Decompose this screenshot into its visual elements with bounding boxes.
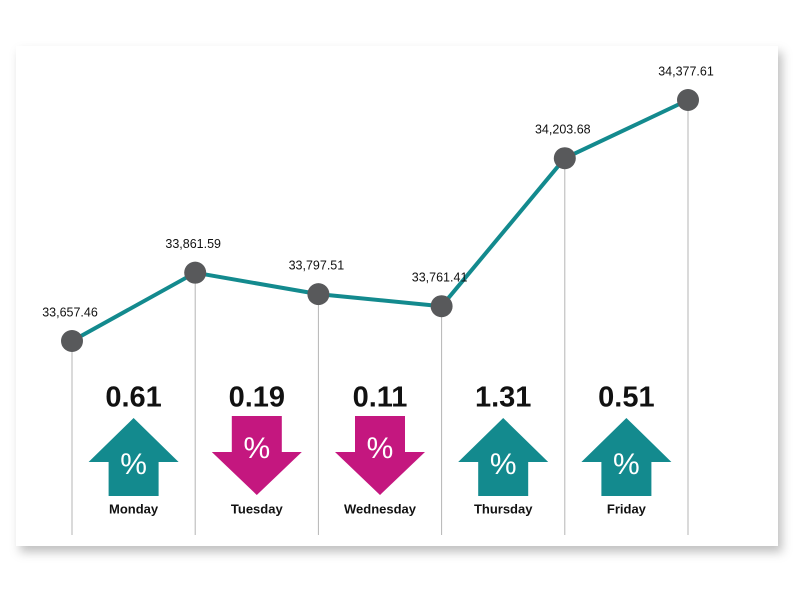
change-value: 1.31 <box>475 382 531 414</box>
day-label: Monday <box>109 501 159 516</box>
arrow-label: % <box>367 432 394 465</box>
value-label: 33,797.51 <box>289 258 345 272</box>
value-label: 34,377.61 <box>658 64 714 78</box>
value-label: 34,203.68 <box>535 123 591 137</box>
arrow-up <box>581 418 672 496</box>
change-value: 0.61 <box>105 382 161 414</box>
point <box>184 261 207 284</box>
point <box>61 330 83 352</box>
point <box>553 147 576 170</box>
day-label: Tuesday <box>231 501 284 516</box>
arrow-down <box>335 416 425 495</box>
value-label: 33,761.41 <box>412 271 468 285</box>
arrow-down <box>211 416 302 495</box>
change-value: 0.19 <box>229 382 285 414</box>
arrow-up <box>88 418 179 496</box>
day-label: Wednesday <box>344 501 417 516</box>
value-label: 33,657.46 <box>42 305 98 319</box>
line <box>71 98 689 343</box>
change-value: 0.51 <box>598 382 654 414</box>
arrow-label: % <box>490 448 517 481</box>
day-label: Thursday <box>474 501 533 516</box>
arrow-label: % <box>120 448 147 481</box>
arrow-label: % <box>613 448 640 481</box>
change-value: 0.11 <box>353 382 408 414</box>
value-label: 33,861.59 <box>165 237 221 251</box>
arrow-label: % <box>243 432 270 465</box>
point <box>307 283 330 306</box>
point <box>677 89 699 111</box>
point <box>430 295 453 318</box>
day-label: Friday <box>607 501 647 516</box>
arrow-up <box>458 418 549 496</box>
